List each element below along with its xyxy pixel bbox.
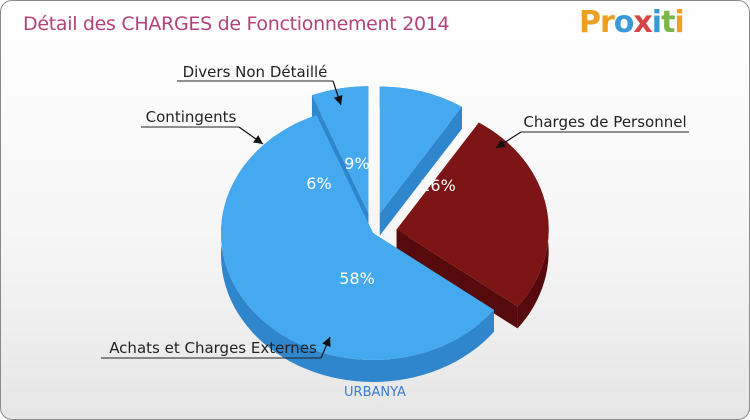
- pie-slice: [221, 115, 494, 361]
- logo-letter: x: [633, 5, 652, 40]
- logo-letter: o: [613, 5, 635, 40]
- pie-slice-label: Contingents: [146, 108, 237, 126]
- chart-title: Détail des CHARGES de Fonctionnement 201…: [23, 13, 450, 35]
- pie-percent-label: 6%: [306, 174, 331, 193]
- logo-letter: P: [579, 5, 601, 40]
- pie-slice-label: Divers Non Détaillé: [183, 63, 328, 81]
- proxiti-logo: Proxiti: [579, 5, 685, 40]
- arrowhead: [253, 135, 263, 144]
- arrowhead: [322, 337, 331, 348]
- pie-slices: [221, 86, 549, 361]
- arrowhead: [333, 95, 343, 105]
- pie-slice: [311, 86, 369, 214]
- pie-percent-label: 26%: [420, 176, 456, 195]
- pie-percent-labels: 26% 58% 6% 9%: [306, 154, 455, 288]
- logo-letter: r: [600, 5, 615, 40]
- pie-slice-labels: Charges de Personnel Achats et Charges Ex…: [101, 63, 689, 359]
- logo-letter: t: [661, 5, 675, 40]
- pie-slice: [379, 86, 462, 214]
- pie-slice-label: Achats et Charges Externes: [109, 339, 317, 357]
- pie-slice-wall: [396, 229, 518, 329]
- pie-slice-wall: [379, 106, 462, 236]
- pie-slice: [396, 122, 549, 307]
- logo-letter: i: [651, 5, 662, 40]
- pie-slice-label: Charges de Personnel: [523, 113, 686, 131]
- pie-percent-label: 9%: [344, 154, 369, 173]
- city-label: URBANYA: [344, 385, 406, 400]
- arrowhead: [496, 139, 507, 148]
- logo-letter: i: [674, 5, 684, 40]
- pie-percent-label: 58%: [339, 269, 375, 288]
